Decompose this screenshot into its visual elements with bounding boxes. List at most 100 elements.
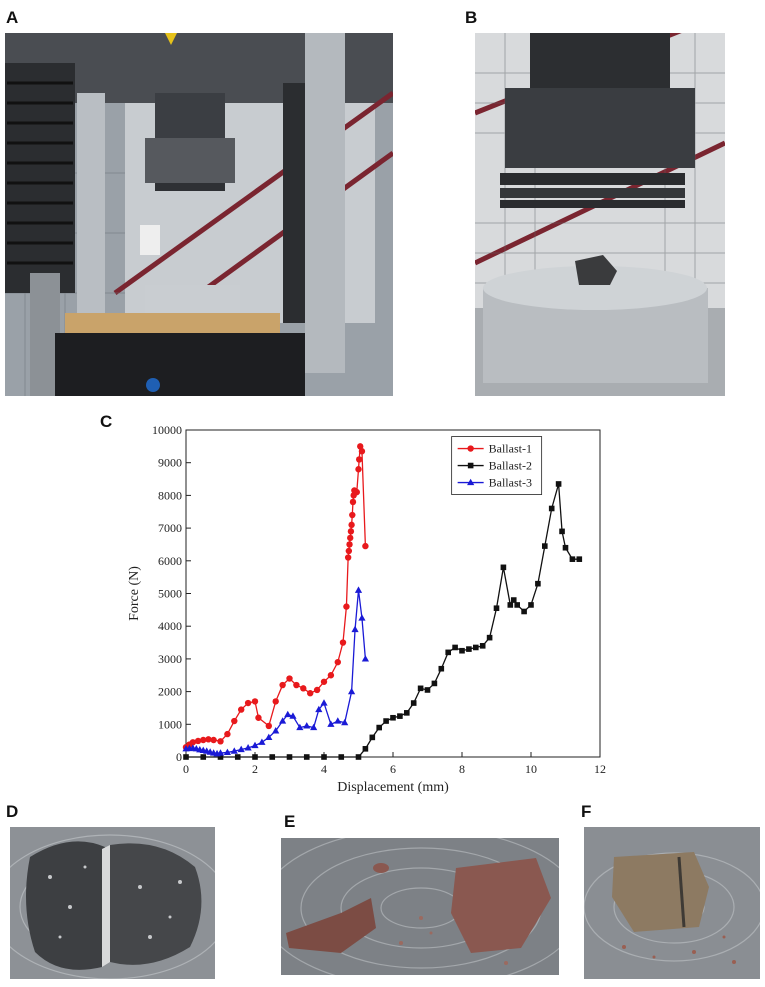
data-point [424,687,431,693]
data-point [223,748,231,756]
data-point [200,736,207,744]
legend-swatch-marker [467,478,475,486]
data-point [369,734,376,741]
data-point [286,675,293,682]
data-point [310,723,318,731]
data-point [251,698,259,705]
y-tick-label: 1000 [158,717,182,731]
data-point [252,754,258,760]
data-point [510,597,517,603]
data-point [334,658,341,666]
data-point [320,678,328,685]
data-point [431,680,438,687]
data-point [344,554,352,561]
y-tick-label: 10000 [152,423,182,437]
data-point [355,456,363,463]
data-point [303,754,310,760]
data-point [244,699,252,707]
data-point [194,737,202,745]
y-tick-label: 9000 [158,456,182,470]
legend-swatch-marker [467,445,474,452]
series-line [186,483,580,758]
data-point [351,625,359,633]
data-point [231,717,238,725]
data-point [217,754,224,760]
data-point [358,614,366,621]
data-point [555,481,562,487]
data-point [327,672,335,679]
data-point [417,685,424,692]
data-point [279,681,286,689]
data-point [353,488,360,496]
data-point [279,717,287,724]
data-point [313,686,321,694]
y-tick-label: 7000 [158,521,182,535]
data-point [238,706,245,713]
panel-label-b: B [465,8,478,27]
data-point [486,634,493,641]
data-point [347,534,354,542]
data-point [500,564,507,571]
data-point [397,713,403,719]
photo-d-fractured-ballast [10,827,215,979]
y-tick-label: 0 [176,750,182,764]
data-point [265,733,273,740]
panel-label-c: C [100,412,113,431]
panel-label-d: D [6,802,19,821]
data-point [289,712,297,719]
photo-a-testing-machine [5,33,393,396]
data-point [358,448,366,455]
x-tick-label: 12 [594,762,606,776]
data-point [348,687,356,695]
data-point [569,556,576,562]
data-point [244,744,252,751]
data-point [542,543,548,549]
data-point [217,738,224,745]
x-tick-label: 2 [252,762,258,776]
chart-series [182,443,583,760]
legend-entry: Ballast-3 [489,476,532,490]
data-point [327,720,335,727]
data-point [200,754,207,760]
data-point [349,498,357,506]
data-point [307,690,314,697]
y-tick-label: 3000 [158,652,182,666]
data-point [528,602,534,608]
data-point [562,544,569,551]
legend-swatch-marker [467,462,474,469]
data-point [438,665,445,672]
panel-label-a: A [6,8,19,27]
data-point [258,738,266,745]
data-point [300,685,307,692]
data-point [559,528,565,535]
data-point [272,698,279,705]
data-point [493,605,500,612]
data-point [354,586,363,593]
data-point [535,580,541,587]
series-ballast-1 [182,443,369,751]
force-displacement-chart: 0 2 4 6 8 10 12 0 1000 2000 3000 4000 5000 6000 7000 80… [127,423,606,795]
data-point [473,644,479,651]
data-point [205,736,212,743]
x-axis-label: Displacement (mm) [337,780,449,795]
data-point [390,714,396,721]
y-tick-label: 2000 [158,685,182,699]
data-point [339,639,347,646]
data-point [341,718,349,726]
data-point [216,749,225,756]
y-tick-label: 6000 [158,554,182,568]
data-point [230,747,238,754]
data-point [576,556,583,562]
data-point [349,511,356,519]
data-point [383,718,389,724]
data-point [210,736,217,744]
data-point [376,724,382,731]
x-tick-label: 0 [183,762,189,776]
data-point [362,542,369,550]
y-tick-label: 4000 [158,619,182,633]
data-point [548,505,555,512]
data-point [355,754,362,760]
legend-entry: Ballast-2 [489,459,532,473]
data-point [224,730,231,738]
data-point [293,681,300,689]
